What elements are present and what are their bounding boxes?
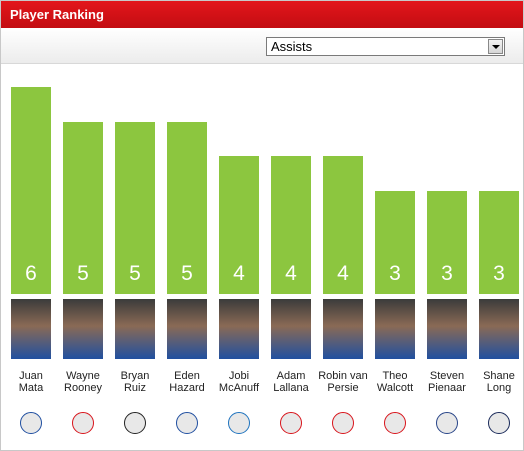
value-label: 5 xyxy=(129,262,141,285)
player-name: Jobi McAnuff xyxy=(218,370,260,394)
value-label: 5 xyxy=(77,262,89,285)
bar xyxy=(271,156,311,294)
club-badge xyxy=(332,412,354,434)
value-label: 4 xyxy=(285,262,297,285)
player-photo xyxy=(11,299,51,359)
bar xyxy=(63,121,103,294)
stat-select[interactable]: Assists xyxy=(266,37,505,56)
value-label: 3 xyxy=(493,262,505,285)
club-badge xyxy=(228,412,250,434)
bar xyxy=(427,190,467,294)
player-photo xyxy=(323,299,363,359)
bar xyxy=(375,190,415,294)
player-name: Adam Lallana xyxy=(273,370,309,394)
player-name: Shane Long xyxy=(483,370,515,394)
select-value: Assists xyxy=(271,39,313,54)
club-badge xyxy=(436,412,458,434)
player-name: Juan Mata xyxy=(18,370,44,394)
player-photo xyxy=(271,299,311,359)
header-title: Player Ranking xyxy=(10,7,104,22)
player-photo xyxy=(63,299,103,359)
value-label: 5 xyxy=(181,262,193,285)
bar xyxy=(11,87,51,294)
player-photo xyxy=(427,299,467,359)
player-photo xyxy=(479,299,519,359)
value-label: 4 xyxy=(233,262,245,285)
player-name: Eden Hazard xyxy=(169,370,205,394)
player-name: Theo Walcott xyxy=(376,370,414,394)
bar xyxy=(167,121,207,294)
bar xyxy=(219,156,259,294)
player-photo xyxy=(375,299,415,359)
club-badge xyxy=(124,412,146,434)
club-badge xyxy=(488,412,510,434)
player-name: Wayne Rooney xyxy=(64,370,102,394)
value-label: 4 xyxy=(337,262,349,285)
bar xyxy=(115,121,155,294)
player-name: Bryan Ruiz xyxy=(120,370,150,394)
select-arrow[interactable] xyxy=(488,39,503,54)
club-badge xyxy=(176,412,198,434)
club-badge xyxy=(384,412,406,434)
bar xyxy=(479,190,519,294)
header: Player Ranking xyxy=(1,1,523,28)
club-badge xyxy=(280,412,302,434)
bar xyxy=(323,156,363,294)
player-name: Robin van Persie xyxy=(318,370,368,394)
club-badge xyxy=(20,412,42,434)
player-photo xyxy=(219,299,259,359)
player-name: Steven Pienaar xyxy=(428,370,466,394)
toolbar: Assists xyxy=(1,28,523,64)
value-label: 3 xyxy=(441,262,453,285)
value-label: 6 xyxy=(25,262,37,285)
player-photo xyxy=(115,299,155,359)
player-photo xyxy=(167,299,207,359)
value-label: 3 xyxy=(389,262,401,285)
club-badge xyxy=(72,412,94,434)
